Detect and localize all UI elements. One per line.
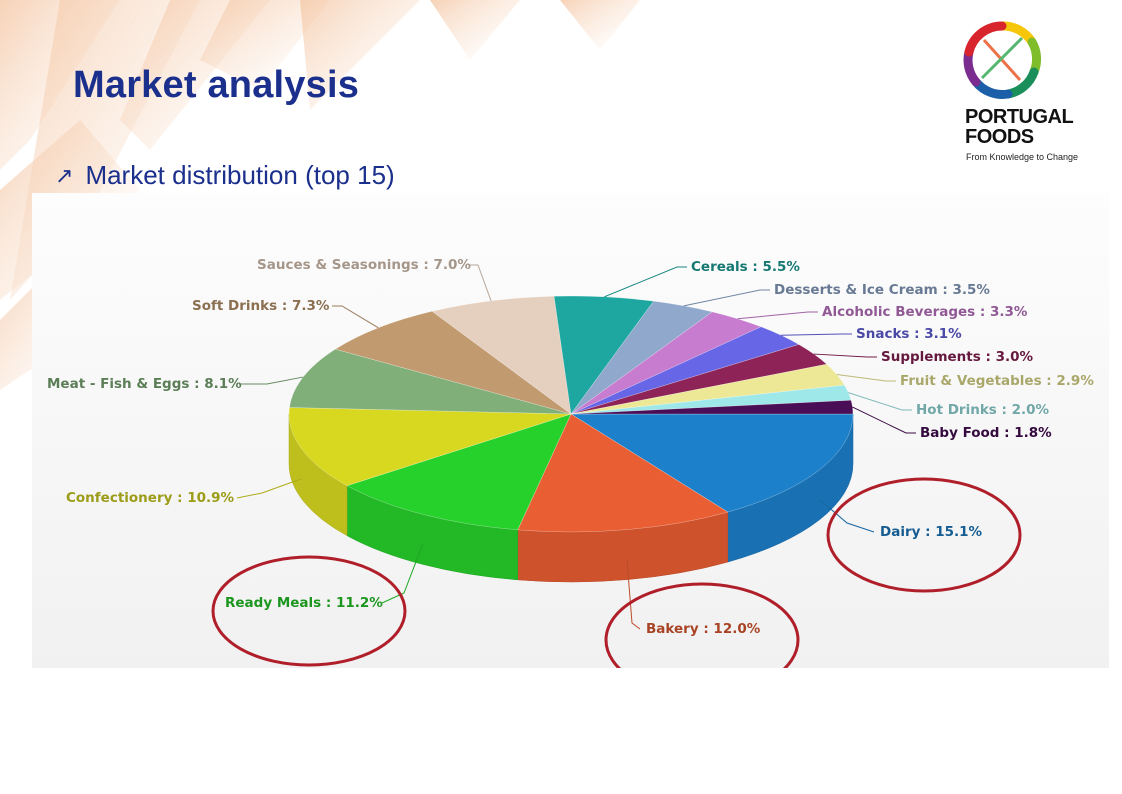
leader-line-sauces-seasonings — [468, 264, 492, 302]
pie-chart: Dairy : 15.1% Bakery : 12.0% Ready Meals :… — [47, 257, 1094, 668]
data-label-hot-drinks: Hot Drinks : 2.0% — [916, 402, 1050, 418]
data-label-sauces-seasonings: Sauces & Seasonings : 7.0% — [257, 257, 471, 273]
highlight-circle-ready-meals — [211, 555, 407, 667]
leader-line-baby-food — [852, 406, 916, 434]
leader-line-alcoholic-beverages — [737, 311, 818, 320]
data-label-fruit-vegetables: Fruit & Vegetables : 2.9% — [900, 373, 1094, 389]
bullet-item: ↗ Market distribution (top 15) — [55, 160, 395, 191]
data-label-baby-food: Baby Food : 1.8% — [920, 425, 1052, 441]
highlight-circle-bakery — [604, 582, 800, 668]
pie-slice-soft-drinks — [334, 311, 572, 415]
pie-chart-panel: Dairy : 15.1% Bakery : 12.0% Ready Meals :… — [32, 193, 1109, 668]
data-label-dairy: Dairy : 15.1% — [880, 524, 983, 540]
pie-slice-bakery — [517, 413, 729, 533]
pie-slice-confectionery — [288, 407, 572, 486]
data-label-alcoholic-beverages: Alcoholic Beverages : 3.3% — [822, 304, 1028, 320]
pie-slice-baby-food — [570, 400, 854, 415]
data-label-snacks: Snacks : 3.1% — [856, 326, 962, 342]
leader-line-meat-fish-eggs — [239, 376, 304, 385]
data-label-bakery: Bakery : 12.0% — [646, 621, 761, 637]
slide-title: Market analysis — [73, 64, 360, 106]
arrow-up-right-icon: ↗ — [55, 162, 74, 188]
pie-slice-sauces-seasonings — [431, 296, 572, 415]
logo-name: PORTUGAL FOODS — [965, 106, 1074, 148]
pie-slice-ready-meals — [346, 413, 572, 531]
leader-line-desserts-ice-cream — [683, 289, 770, 307]
data-label-desserts-ice-cream: Desserts & Ice Cream : 3.5% — [774, 282, 990, 298]
leader-line-soft-drinks — [332, 305, 379, 329]
logo-name-line1: PORTUGAL — [965, 106, 1074, 128]
logo-name-line2: FOODS — [965, 126, 1034, 148]
leader-line-ready-meals — [381, 544, 424, 604]
highlight-circle-dairy — [826, 477, 1022, 593]
leader-line-dairy — [819, 499, 875, 533]
leader-line-bakery — [626, 559, 641, 630]
data-label-supplements: Supplements : 3.0% — [881, 349, 1033, 365]
pie-slice-dairy — [570, 413, 854, 513]
logo-tagline: From Knowledge to Change — [966, 152, 1079, 162]
leader-line-snacks — [780, 333, 852, 336]
leader-line-hot-drinks — [848, 392, 912, 411]
portugal-foods-logo: PORTUGAL FOODS From Knowledge to Change — [962, 20, 1102, 165]
data-label-ready-meals: Ready Meals : 11.2% — [225, 595, 383, 611]
leader-line-cereals — [604, 266, 687, 298]
logo-ring-icon — [963, 21, 1042, 99]
pie-slice-meat-fish-eggs — [289, 348, 572, 415]
data-label-meat-fish-eggs: Meat - Fish & Eggs : 8.1% — [47, 376, 242, 392]
bullet-text: Market distribution (top 15) — [85, 160, 395, 190]
data-label-cereals: Cereals : 5.5% — [691, 259, 800, 275]
leader-line-supplements — [813, 353, 877, 358]
leader-line-fruit-vegetables — [836, 374, 896, 382]
leader-line-confectionery — [236, 478, 302, 499]
data-label-confectionery: Confectionery : 10.9% — [66, 490, 235, 506]
data-label-soft-drinks: Soft Drinks : 7.3% — [192, 298, 330, 314]
